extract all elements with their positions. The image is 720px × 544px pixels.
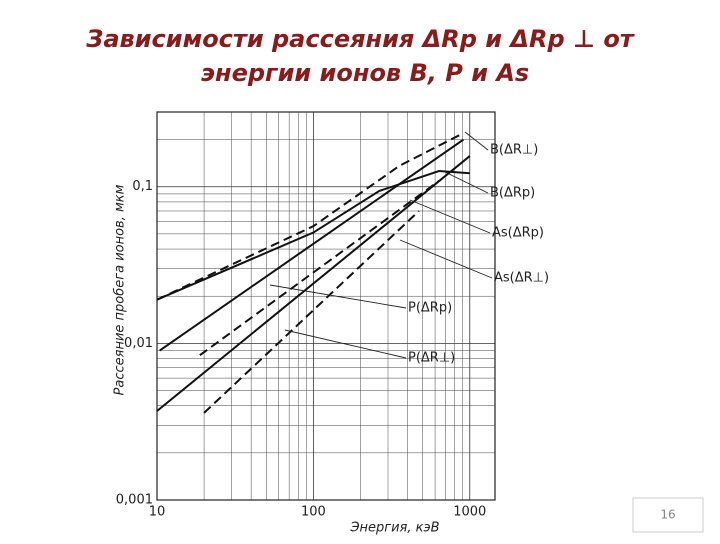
plot-frame xyxy=(156,111,496,501)
y-tick-label: 0,1 xyxy=(132,179,153,194)
series-line xyxy=(203,210,420,414)
series-line xyxy=(156,132,464,301)
series-label: As(ΔR⊥) xyxy=(494,271,549,286)
leader-line xyxy=(464,131,489,151)
page-number: 16 xyxy=(660,508,675,522)
leader-line xyxy=(409,199,491,234)
leader-line xyxy=(399,239,493,279)
series-label: P(ΔRp) xyxy=(408,301,452,316)
x-tick-label: 1000 xyxy=(453,505,486,520)
series-label: B(ΔR⊥) xyxy=(490,143,538,158)
y-tick-label: 0,01 xyxy=(124,336,153,351)
leader-line xyxy=(269,284,407,309)
title: Зависимости рассеяния ΔRp и ΔRp ⊥ от xyxy=(85,25,636,53)
series-label: B(ΔRp) xyxy=(490,186,535,201)
x-tick-label: 100 xyxy=(301,505,326,520)
leader-line xyxy=(284,329,407,359)
series-line xyxy=(199,180,440,357)
y-axis-label: Рассеяние пробега ионов, мкм xyxy=(113,184,128,395)
series-label: As(ΔRp) xyxy=(492,226,544,241)
y-tick-label: 0,001 xyxy=(116,493,153,508)
subtitle: энергии ионов B, P и As xyxy=(201,59,529,87)
series-label: P(ΔR⊥) xyxy=(408,351,455,366)
leader-line xyxy=(444,171,489,194)
series-line xyxy=(156,155,471,412)
x-axis-label: Энергия, кэВ xyxy=(349,521,439,536)
page-number-box xyxy=(632,497,704,533)
x-tick-label: 10 xyxy=(149,505,166,520)
series-line xyxy=(159,138,465,352)
